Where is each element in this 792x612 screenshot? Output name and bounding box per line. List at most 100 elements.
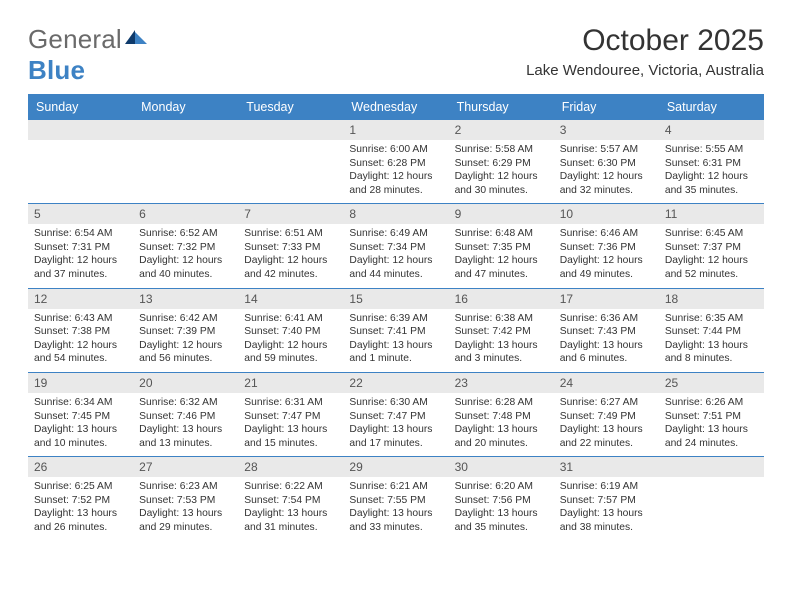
sunset-line: Sunset: 6:29 PM <box>455 157 548 171</box>
calendar-day-cell: 28Sunrise: 6:22 AMSunset: 7:54 PMDayligh… <box>238 457 343 541</box>
sunrise-line: Sunrise: 6:26 AM <box>665 396 758 410</box>
calendar-day-cell <box>238 120 343 204</box>
day-info: Sunrise: 6:36 AMSunset: 7:43 PMDaylight:… <box>554 309 659 372</box>
calendar-day-cell: 27Sunrise: 6:23 AMSunset: 7:53 PMDayligh… <box>133 457 238 541</box>
calendar-day-cell: 1Sunrise: 6:00 AMSunset: 6:28 PMDaylight… <box>343 120 448 204</box>
sunset-line: Sunset: 7:37 PM <box>665 241 758 255</box>
sunset-line: Sunset: 7:39 PM <box>139 325 232 339</box>
day-info: Sunrise: 6:48 AMSunset: 7:35 PMDaylight:… <box>449 224 554 287</box>
day-info: Sunrise: 6:35 AMSunset: 7:44 PMDaylight:… <box>659 309 764 372</box>
sunrise-line: Sunrise: 6:21 AM <box>349 480 442 494</box>
title-block: October 2025 Lake Wendouree, Victoria, A… <box>526 24 764 79</box>
month-title: October 2025 <box>526 24 764 58</box>
sunset-line: Sunset: 7:35 PM <box>455 241 548 255</box>
day-number-empty <box>659 457 764 477</box>
day-info: Sunrise: 6:28 AMSunset: 7:48 PMDaylight:… <box>449 393 554 456</box>
daylight-line: Daylight: 13 hours and 3 minutes. <box>455 339 548 366</box>
day-number: 11 <box>659 204 764 224</box>
calendar-week-row: 1Sunrise: 6:00 AMSunset: 6:28 PMDaylight… <box>28 120 764 204</box>
calendar-day-cell: 25Sunrise: 6:26 AMSunset: 7:51 PMDayligh… <box>659 372 764 456</box>
sunrise-line: Sunrise: 6:48 AM <box>455 227 548 241</box>
day-number: 3 <box>554 120 659 140</box>
day-number-empty <box>28 120 133 140</box>
day-number: 30 <box>449 457 554 477</box>
sunset-line: Sunset: 7:40 PM <box>244 325 337 339</box>
calendar-day-cell: 3Sunrise: 5:57 AMSunset: 6:30 PMDaylight… <box>554 120 659 204</box>
day-info: Sunrise: 6:52 AMSunset: 7:32 PMDaylight:… <box>133 224 238 287</box>
sunrise-line: Sunrise: 6:28 AM <box>455 396 548 410</box>
sunrise-line: Sunrise: 6:23 AM <box>139 480 232 494</box>
daylight-line: Daylight: 13 hours and 35 minutes. <box>455 507 548 534</box>
daylight-line: Daylight: 13 hours and 31 minutes. <box>244 507 337 534</box>
sunset-line: Sunset: 7:48 PM <box>455 410 548 424</box>
day-number: 13 <box>133 289 238 309</box>
day-info: Sunrise: 6:54 AMSunset: 7:31 PMDaylight:… <box>28 224 133 287</box>
calendar-week-row: 26Sunrise: 6:25 AMSunset: 7:52 PMDayligh… <box>28 457 764 541</box>
calendar-day-cell: 13Sunrise: 6:42 AMSunset: 7:39 PMDayligh… <box>133 288 238 372</box>
calendar-day-cell: 4Sunrise: 5:55 AMSunset: 6:31 PMDaylight… <box>659 120 764 204</box>
calendar-day-cell: 9Sunrise: 6:48 AMSunset: 7:35 PMDaylight… <box>449 204 554 288</box>
day-number-empty <box>133 120 238 140</box>
day-number: 7 <box>238 204 343 224</box>
day-number: 29 <box>343 457 448 477</box>
day-info: Sunrise: 6:21 AMSunset: 7:55 PMDaylight:… <box>343 477 448 540</box>
weekday-header: Wednesday <box>343 94 448 120</box>
daylight-line: Daylight: 13 hours and 24 minutes. <box>665 423 758 450</box>
day-info: Sunrise: 6:45 AMSunset: 7:37 PMDaylight:… <box>659 224 764 287</box>
sunset-line: Sunset: 6:31 PM <box>665 157 758 171</box>
sunrise-line: Sunrise: 6:35 AM <box>665 312 758 326</box>
daylight-line: Daylight: 12 hours and 49 minutes. <box>560 254 653 281</box>
daylight-line: Daylight: 12 hours and 44 minutes. <box>349 254 442 281</box>
sunset-line: Sunset: 7:47 PM <box>349 410 442 424</box>
day-number: 22 <box>343 373 448 393</box>
daylight-line: Daylight: 13 hours and 26 minutes. <box>34 507 127 534</box>
sunset-line: Sunset: 7:31 PM <box>34 241 127 255</box>
sunset-line: Sunset: 7:36 PM <box>560 241 653 255</box>
weekday-header: Sunday <box>28 94 133 120</box>
sunrise-line: Sunrise: 6:38 AM <box>455 312 548 326</box>
brand-logo-icon <box>125 24 147 55</box>
sunset-line: Sunset: 7:44 PM <box>665 325 758 339</box>
day-info-empty <box>133 140 238 198</box>
day-number: 5 <box>28 204 133 224</box>
daylight-line: Daylight: 13 hours and 20 minutes. <box>455 423 548 450</box>
calendar-day-cell: 24Sunrise: 6:27 AMSunset: 7:49 PMDayligh… <box>554 372 659 456</box>
daylight-line: Daylight: 13 hours and 33 minutes. <box>349 507 442 534</box>
day-number: 12 <box>28 289 133 309</box>
daylight-line: Daylight: 12 hours and 56 minutes. <box>139 339 232 366</box>
sunrise-line: Sunrise: 6:43 AM <box>34 312 127 326</box>
sunrise-line: Sunrise: 6:41 AM <box>244 312 337 326</box>
day-info: Sunrise: 6:49 AMSunset: 7:34 PMDaylight:… <box>343 224 448 287</box>
sunset-line: Sunset: 7:34 PM <box>349 241 442 255</box>
sunset-line: Sunset: 7:56 PM <box>455 494 548 508</box>
calendar-day-cell: 19Sunrise: 6:34 AMSunset: 7:45 PMDayligh… <box>28 372 133 456</box>
sunrise-line: Sunrise: 6:22 AM <box>244 480 337 494</box>
calendar-day-cell: 15Sunrise: 6:39 AMSunset: 7:41 PMDayligh… <box>343 288 448 372</box>
sunset-line: Sunset: 7:38 PM <box>34 325 127 339</box>
day-number: 9 <box>449 204 554 224</box>
sunrise-line: Sunrise: 5:55 AM <box>665 143 758 157</box>
day-info: Sunrise: 6:30 AMSunset: 7:47 PMDaylight:… <box>343 393 448 456</box>
day-number: 10 <box>554 204 659 224</box>
daylight-line: Daylight: 12 hours and 40 minutes. <box>139 254 232 281</box>
calendar-day-cell <box>133 120 238 204</box>
day-number: 25 <box>659 373 764 393</box>
calendar-day-cell: 17Sunrise: 6:36 AMSunset: 7:43 PMDayligh… <box>554 288 659 372</box>
weekday-header: Thursday <box>449 94 554 120</box>
day-number: 20 <box>133 373 238 393</box>
day-number: 4 <box>659 120 764 140</box>
daylight-line: Daylight: 12 hours and 37 minutes. <box>34 254 127 281</box>
sunset-line: Sunset: 7:42 PM <box>455 325 548 339</box>
sunset-line: Sunset: 7:53 PM <box>139 494 232 508</box>
daylight-line: Daylight: 12 hours and 47 minutes. <box>455 254 548 281</box>
brand-text-blue: Blue <box>28 55 85 85</box>
sunset-line: Sunset: 7:49 PM <box>560 410 653 424</box>
day-number: 6 <box>133 204 238 224</box>
day-info: Sunrise: 6:41 AMSunset: 7:40 PMDaylight:… <box>238 309 343 372</box>
sunset-line: Sunset: 6:28 PM <box>349 157 442 171</box>
day-number-empty <box>238 120 343 140</box>
day-info: Sunrise: 6:32 AMSunset: 7:46 PMDaylight:… <box>133 393 238 456</box>
sunset-line: Sunset: 7:52 PM <box>34 494 127 508</box>
sunset-line: Sunset: 7:55 PM <box>349 494 442 508</box>
day-info-empty <box>28 140 133 198</box>
